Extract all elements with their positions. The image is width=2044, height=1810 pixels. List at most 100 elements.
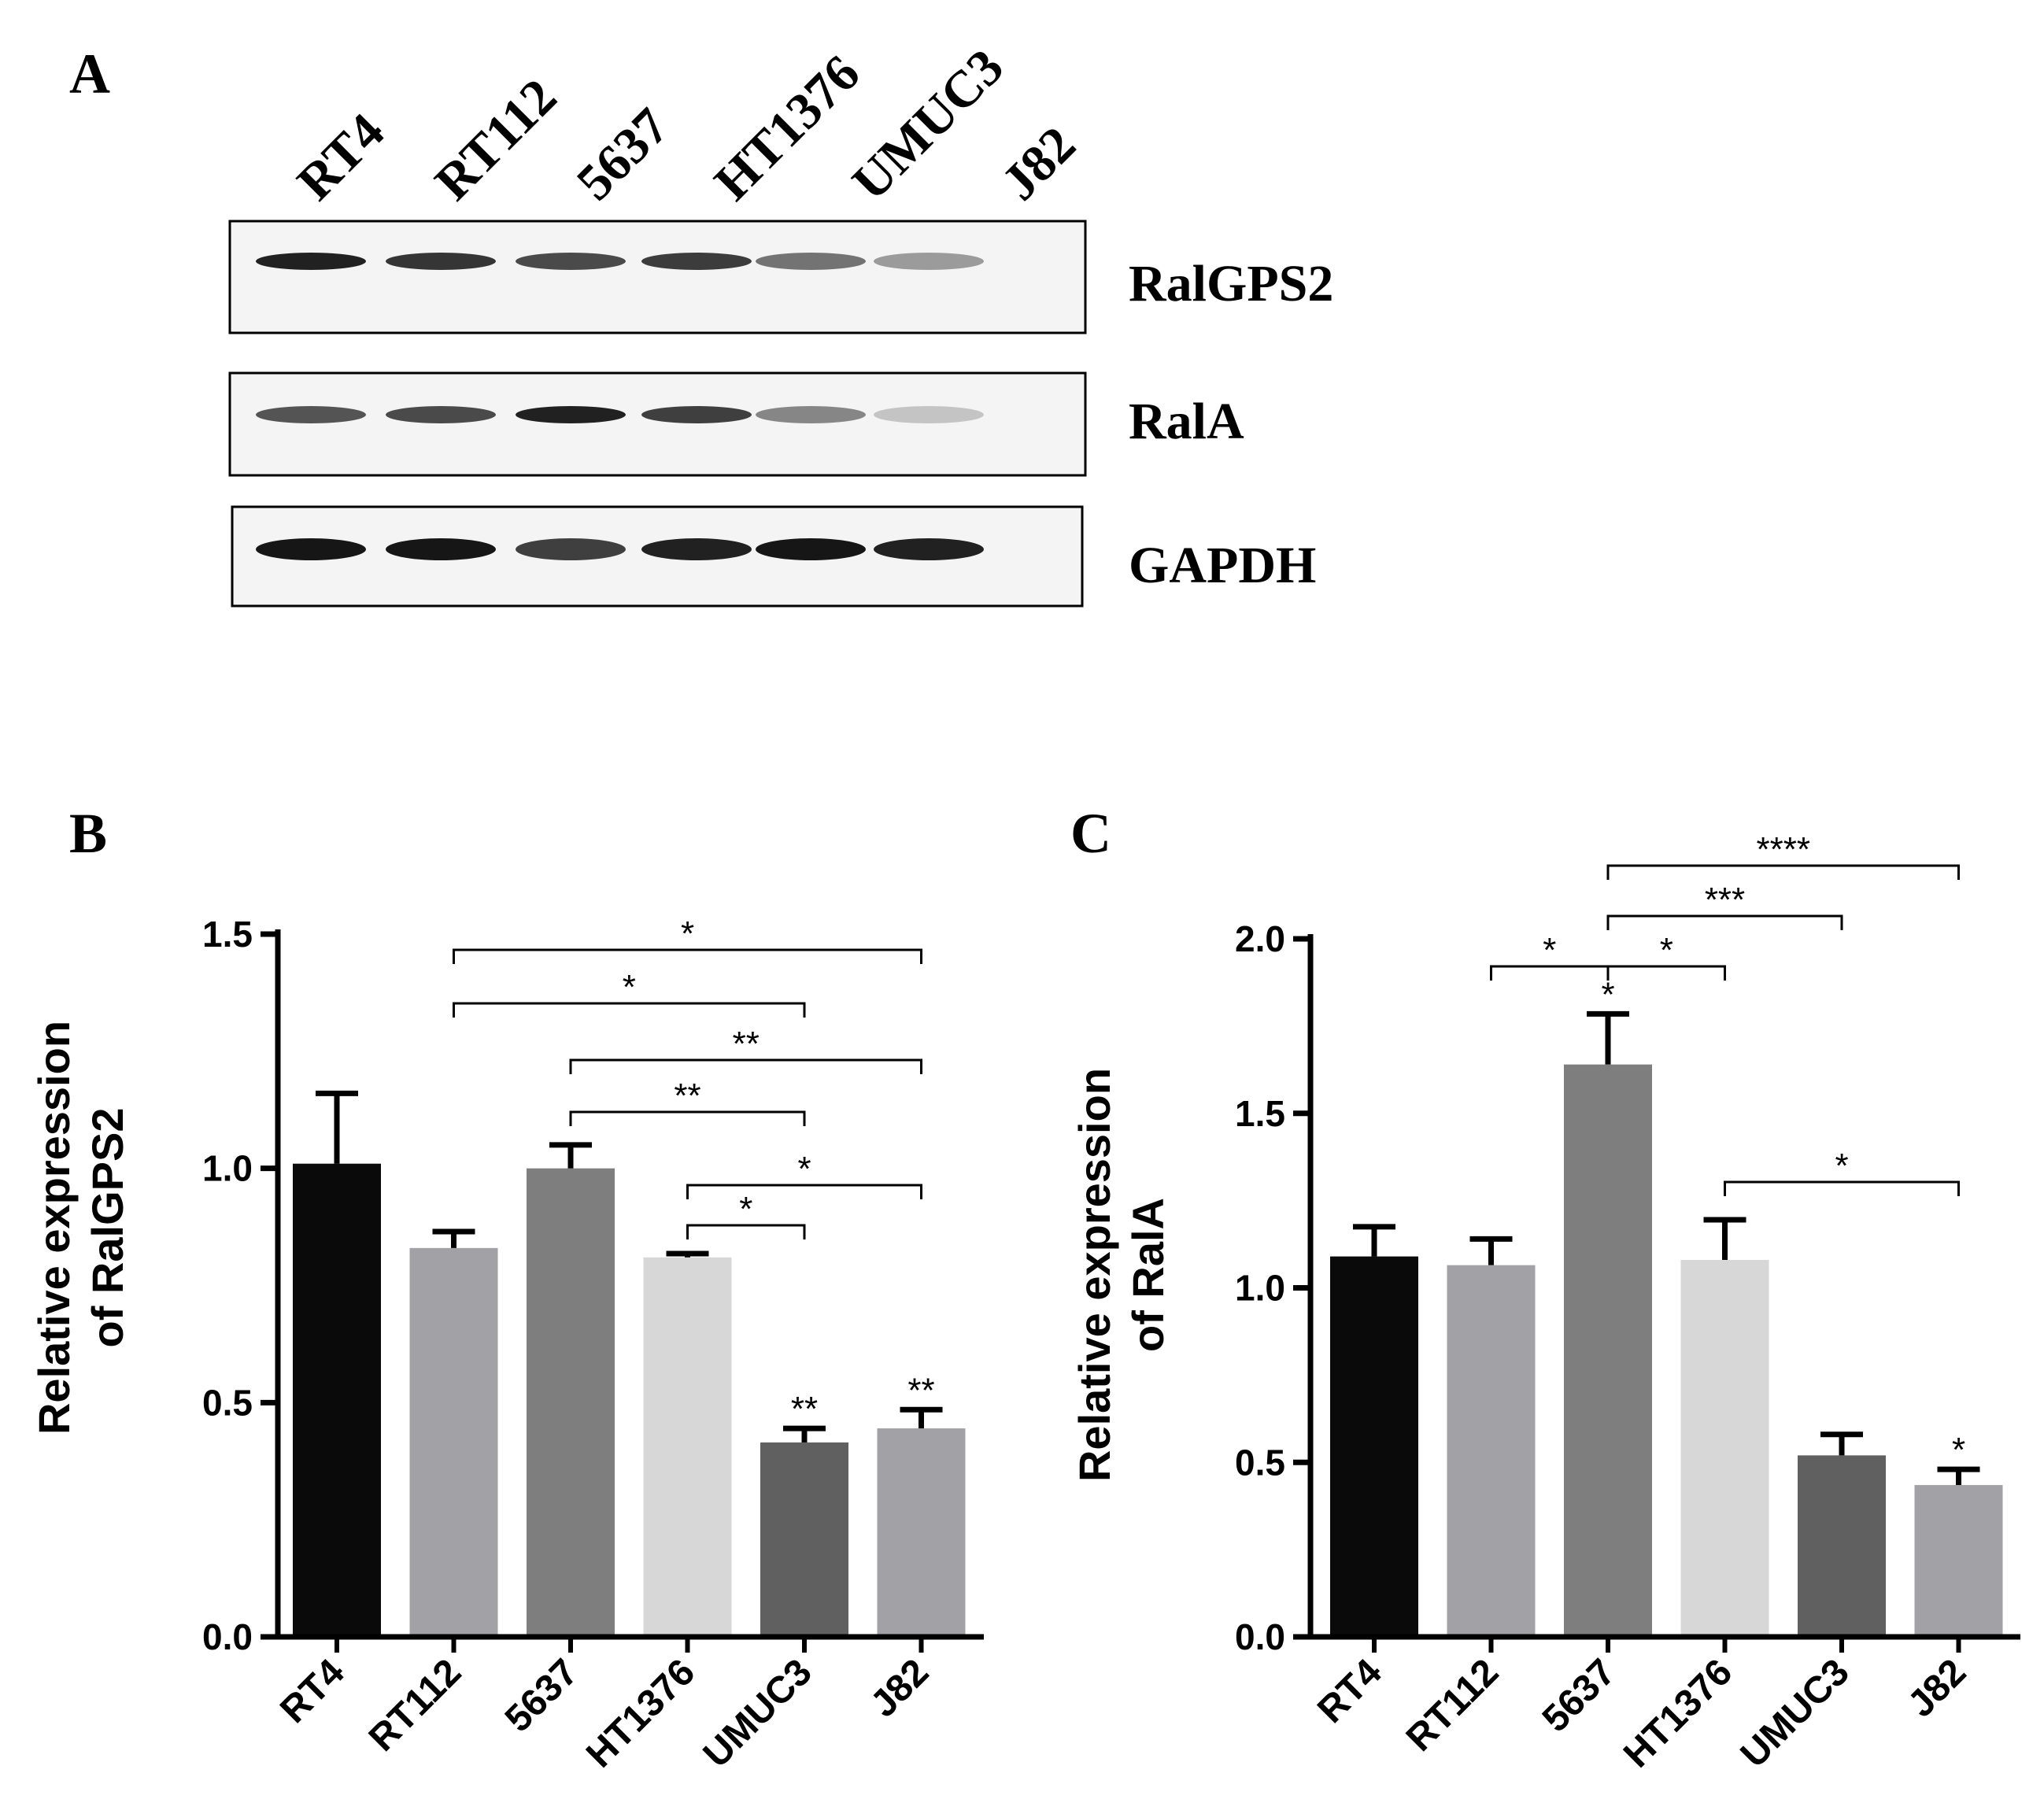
y-axis-title-b-line2: of RalGPS2 [83,1108,132,1348]
significance-label-3: ** [674,1077,700,1115]
panel-c: C Relative expression of RalA 0.0 0.5 1.0 1… [1070,802,2020,1776]
significance-label-1: * [623,968,636,1007]
y-tick-label-2: 1.0 [1235,1268,1285,1309]
band-rala-1 [386,406,496,423]
y-tick-label-1: 0.5 [1235,1442,1285,1483]
significance-label-5: * [739,1190,752,1228]
bands-ralgps2 [256,253,984,270]
band-rala-5 [874,406,984,423]
significance-label-2: ** [733,1025,760,1063]
significance-label-1: *** [1705,881,1745,919]
band-ralgps2-5 [874,253,984,270]
significance-label-4: * [1835,1147,1848,1185]
x-tick-label-ht1376: HT1376 [1616,1651,1740,1775]
x-tick-label-j82: J82 [1900,1651,1974,1725]
y-axis-title-c-line2: of RalA [1123,1198,1173,1352]
bar-j82 [877,1428,966,1637]
y-tick-label-2: 1.0 [202,1148,253,1189]
bar-ht1376 [1680,1260,1769,1637]
band-gapdh-2 [516,538,626,560]
significance-bracket-2 [569,1058,922,1074]
significance-bracket-5 [686,1224,806,1239]
bar-significance-0: * [1601,975,1614,1014]
blot-label-gapdh: GAPDH [1129,537,1316,594]
bar-umuc3 [1798,1455,1886,1637]
significance-bracket-0 [1606,864,1960,880]
significance-bracket-3 [1606,965,1726,981]
panel-a: A RT4 RT112 5637 HT1376 UMUC3 J82 RalGPS… [69,38,1333,608]
bar-5637 [527,1168,615,1637]
x-tick-label-rt112: RT112 [1399,1651,1506,1759]
significance-label-2: * [1543,931,1556,970]
lane-label-umuc3: UMUC3 [841,38,1015,211]
band-gapdh-1 [386,538,496,560]
y-axis-title-b-line1: Relative expression [29,1021,79,1435]
band-ralgps2-1 [386,253,496,270]
x-tick-label-5637: 5637 [497,1651,586,1740]
bar-significance-1: * [1952,1431,1965,1469]
band-gapdh-0 [256,538,366,560]
band-rala-2 [516,406,626,423]
bar-significance-0: ** [791,1390,818,1428]
y-axis-title-c: Relative expression of RalA [1070,1068,1173,1482]
bar-rt4 [1330,1256,1418,1637]
y-tick-label-3: 1.5 [1235,1093,1285,1134]
bar-rt112 [1447,1265,1536,1637]
x-tick-label-rt4: RT4 [1310,1651,1390,1731]
lane-label-5637: 5637 [566,98,680,212]
band-gapdh-3 [641,538,752,560]
blot-frame-rala [228,371,1087,477]
panel-a-label: A [69,42,110,105]
blot-label-ralgps2: RalGPS2 [1129,255,1333,312]
lane-label-j82: J82 [991,116,1087,212]
band-ralgps2-4 [756,253,866,270]
bar-j82 [1914,1485,2003,1637]
significance-bracket-0 [453,948,922,964]
bar-significance-1: ** [907,1371,934,1409]
y-axis-title-b: Relative expression of RalGPS2 [29,1021,132,1435]
significance-label-0: **** [1757,830,1811,869]
y-tick-label-1: 0.5 [202,1382,253,1423]
x-tick-label-rt112: RT112 [361,1651,469,1759]
significance-bracket-4 [1724,1180,1960,1196]
x-tick-label-ht1376: HT1376 [578,1651,703,1775]
y-tick-label-0: 0.0 [1235,1616,1285,1657]
band-gapdh-5 [874,538,984,560]
bar-ht1376 [643,1257,732,1637]
y-tick-label-4: 2.0 [1235,918,1285,959]
lane-label-rt4: RT4 [286,102,395,211]
significance-bracket-1 [1606,914,1843,930]
x-tick-label-rt4: RT4 [272,1651,353,1731]
significance-bracket-1 [453,1002,806,1018]
x-tick-label-j82: J82 [863,1651,937,1725]
band-rala-3 [641,406,752,423]
band-rala-4 [756,406,866,423]
x-tick-label-umuc3: UMUC3 [1733,1651,1857,1775]
band-ralgps2-0 [256,253,366,270]
bar-umuc3 [760,1442,848,1637]
significance-label-3: * [1660,931,1673,970]
significance-label-0: * [681,914,694,953]
bar-5637 [1564,1064,1652,1637]
blot-frame-ralgps2 [228,220,1087,334]
band-rala-0 [256,406,366,423]
bar-rt4 [293,1163,381,1637]
x-tick-label-5637: 5637 [1535,1651,1624,1740]
y-tick-label-0: 0.0 [202,1616,253,1657]
lane-label-rt112: RT112 [424,68,567,211]
band-ralgps2-2 [516,253,626,270]
blot-label-rala: RalA [1129,393,1244,450]
x-tick-label-umuc3: UMUC3 [696,1651,820,1775]
bar-rt112 [409,1247,498,1637]
significance-label-4: * [797,1150,811,1188]
panel-b: B Relative expression of RalGPS2 0.0 0.5 1… [29,802,984,1776]
significance-bracket-4 [686,1184,922,1199]
lane-label-ht1376: HT1376 [704,44,870,211]
band-ralgps2-3 [641,253,752,270]
blot-strips [228,220,1087,608]
panel-b-label: B [69,802,107,865]
y-axis-title-c-line1: Relative expression [1070,1068,1119,1482]
